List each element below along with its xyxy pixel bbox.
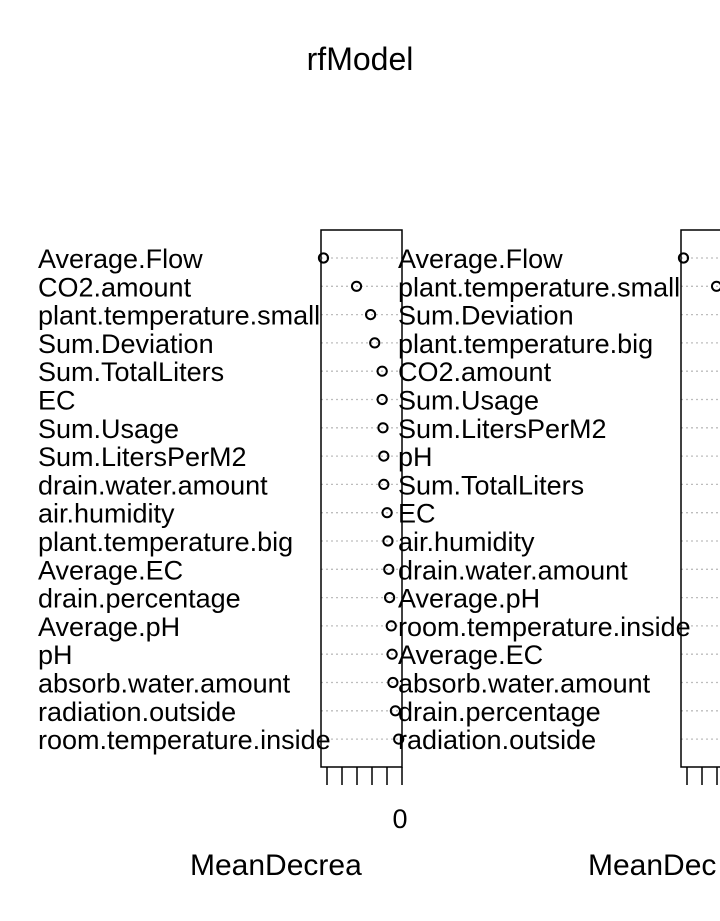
category-label: plant.temperature.big [398,329,653,359]
plot-frame [320,229,403,768]
data-point [384,592,396,604]
data-point [387,676,399,689]
data-point [677,252,690,264]
data-point [378,478,390,490]
category-label: EC [398,499,436,529]
category-label: Average.pH [398,584,540,614]
data-point [382,535,394,547]
category-label: drain.percentage [38,584,241,614]
category-label: CO2.amount [398,357,552,387]
category-label: pH [398,442,433,472]
data-point [386,648,398,660]
category-label: Average.pH [38,612,180,642]
category-label: CO2.amount [38,272,192,302]
category-label: Sum.Deviation [398,301,574,331]
data-point [317,252,330,264]
data-point [389,705,401,717]
chart-title: rfModel [307,41,414,77]
category-label: room.temperature.inside [398,612,691,642]
category-label: Average.Flow [38,244,203,274]
x-axis-label: MeanDec [588,849,716,882]
data-point [369,337,381,349]
category-label: Sum.Deviation [38,329,214,359]
category-label: Sum.LitersPerM2 [398,414,607,444]
panel-1: Average.FlowCO2.amountplant.temperature.… [38,229,408,882]
data-point [393,733,405,745]
category-label: Sum.Usage [398,386,539,416]
data-point [350,280,363,292]
data-point [378,450,390,462]
category-label: air.humidity [38,499,175,529]
data-point [381,507,393,519]
category-label: pH [38,640,73,670]
category-label: Sum.LitersPerM2 [38,442,247,472]
category-label: room.temperature.inside [38,725,331,755]
category-label: absorb.water.amount [398,669,651,699]
category-label: drain.water.amount [398,555,628,585]
data-point [377,422,389,434]
category-label: Average.EC [398,640,543,670]
category-label: radiation.outside [38,697,236,727]
panel-2: Average.Flowplant.temperature.smallSum.D… [398,229,720,882]
category-label: air.humidity [398,527,535,557]
data-point [364,309,377,321]
data-point [376,365,388,377]
category-label: absorb.water.amount [38,669,291,699]
x-axis-label: MeanDecrea [190,849,362,882]
data-point [376,393,388,406]
data-point [710,280,720,292]
plot-frame [680,229,720,768]
category-label: EC [38,386,76,416]
category-label: Sum.TotalLiters [38,357,224,387]
category-label: plant.temperature.small [38,301,320,331]
data-point [385,620,397,632]
category-label: Average.Flow [398,244,563,274]
category-label: plant.temperature.small [398,272,680,302]
category-label: radiation.outside [398,725,596,755]
category-label: plant.temperature.big [38,527,293,557]
data-point [383,563,395,575]
category-label: drain.water.amount [38,470,268,500]
category-label: Sum.Usage [38,414,179,444]
category-label: Sum.TotalLiters [398,470,584,500]
category-label: Average.EC [38,555,183,585]
chart-panels: Average.FlowCO2.amountplant.temperature.… [38,229,720,882]
category-label: drain.percentage [398,697,601,727]
tick-label: 0 [392,804,407,834]
